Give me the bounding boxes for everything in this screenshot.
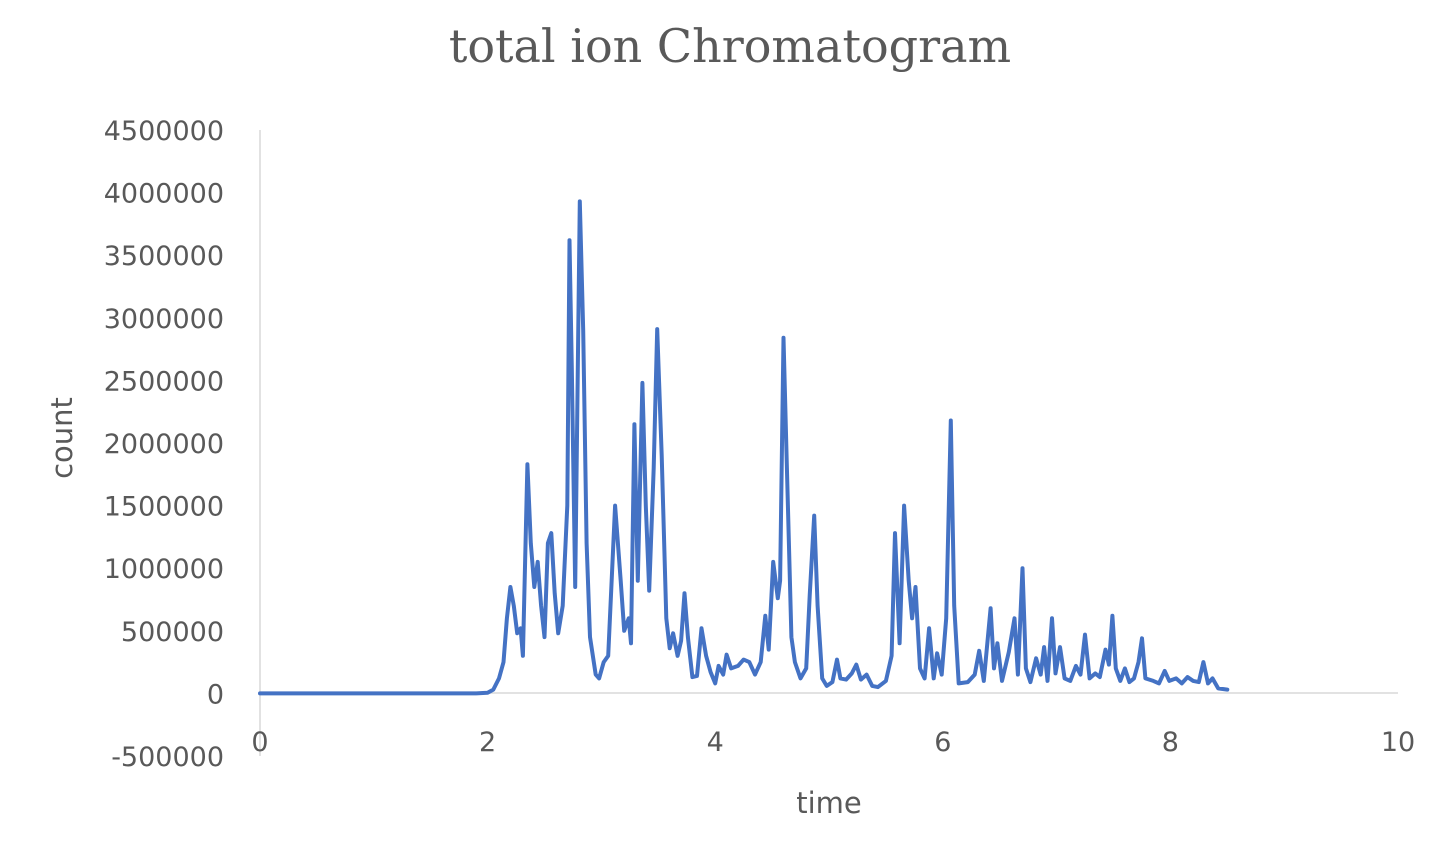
y-tick-label: 1500000 <box>104 492 224 523</box>
x-tick-label: 10 <box>1381 727 1415 758</box>
x-tick-label: 6 <box>934 727 951 758</box>
y-tick-label: 500000 <box>121 617 224 648</box>
x-tick-label: 0 <box>251 727 268 758</box>
y-tick-label: 3000000 <box>104 304 224 335</box>
y-tick-label: 4000000 <box>104 179 224 210</box>
x-tick-label: 4 <box>707 727 724 758</box>
x-tick-label: 2 <box>479 727 496 758</box>
chart-title: total ion Chromatogram <box>449 19 1011 73</box>
y-tick-label: 2500000 <box>104 366 224 397</box>
x-tick-label: 8 <box>1162 727 1179 758</box>
y-tick-label: 0 <box>207 679 224 710</box>
series-line <box>258 199 1230 696</box>
x-tick-labels: 0 2 4 6 8 10 <box>251 727 1415 758</box>
y-tick-label: 4500000 <box>104 116 224 147</box>
y-tick-label: -500000 <box>111 742 224 773</box>
y-tick-labels: 4500000 4000000 3500000 3000000 2500000 20000… <box>104 116 224 773</box>
y-axis-label: count <box>45 397 79 479</box>
y-tick-label: 2000000 <box>104 429 224 460</box>
x-axis-label: time <box>796 786 862 820</box>
y-tick-label: 3500000 <box>104 241 224 272</box>
y-tick-label: 1000000 <box>104 554 224 585</box>
